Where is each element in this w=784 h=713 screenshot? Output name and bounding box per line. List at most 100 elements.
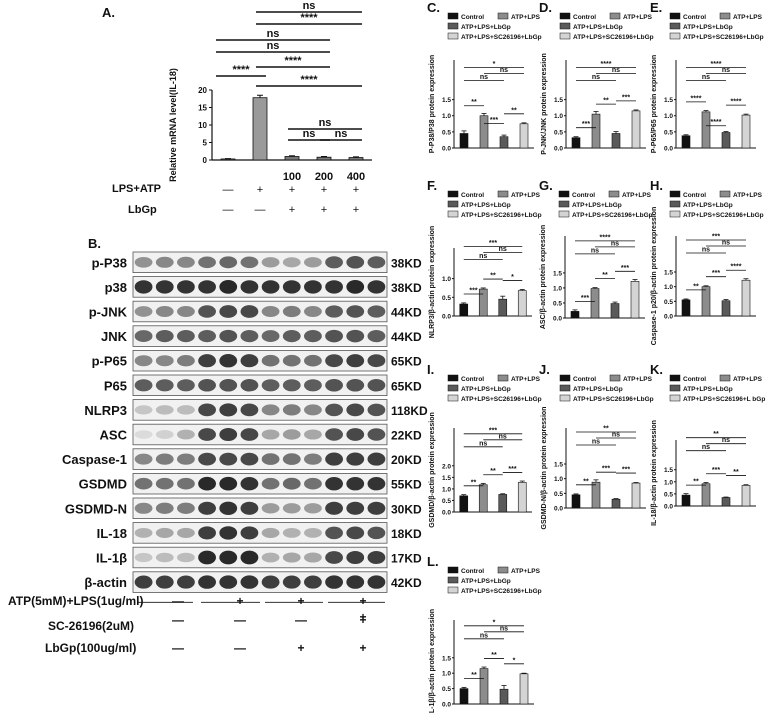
bar-I — [498, 494, 508, 513]
bar-G — [590, 288, 600, 319]
legend-label-D: ATP+LPS — [623, 14, 653, 21]
legend-swatch-G — [608, 190, 620, 198]
bar-J — [591, 481, 601, 509]
dose-label: 100 — [283, 171, 301, 183]
y-tick-label-G: 1.5 — [553, 270, 562, 277]
band — [155, 256, 174, 268]
band — [261, 330, 280, 343]
band — [134, 477, 153, 490]
protein-label: NLRP3 — [84, 403, 127, 418]
legend-swatch-K — [669, 384, 681, 392]
y-tick-label-A: 10 — [198, 121, 207, 130]
y-tick-label-H: 1.5 — [664, 270, 673, 277]
bar-D — [611, 133, 621, 149]
protein-label: p-P38 — [92, 255, 127, 270]
y-tick-label-F: 1.0 — [442, 276, 451, 283]
blot-strip — [132, 300, 388, 323]
band — [155, 379, 174, 392]
bar-I — [459, 495, 469, 513]
band — [367, 379, 386, 392]
band — [304, 528, 322, 538]
protein-label: p-JNK — [89, 305, 128, 320]
band — [240, 354, 259, 368]
legend-label-J: ATP+LPS+LbGp — [573, 386, 623, 393]
legend-label-C: ATP+LPS — [511, 14, 541, 21]
blot-strip — [132, 276, 388, 298]
legend-label-F: ATP+LPS — [511, 192, 541, 199]
y-tick-label-D: 0.0 — [554, 146, 563, 153]
legend-swatch-G — [558, 200, 570, 208]
band — [346, 256, 365, 269]
treatment-mark: + — [359, 613, 366, 627]
band — [367, 354, 386, 368]
legend-label-H: Control — [683, 192, 706, 199]
bar-C — [499, 136, 509, 149]
bar-G — [570, 311, 580, 319]
legend-swatch-H — [669, 190, 681, 198]
y-tick-label-A: 0 — [203, 156, 208, 165]
sig-label-G: *** — [581, 295, 589, 302]
band — [261, 404, 280, 416]
sig-label-J: ** — [583, 478, 589, 485]
legend-label-I: Control — [461, 376, 484, 383]
band — [346, 526, 365, 540]
band — [155, 280, 174, 294]
band — [261, 575, 280, 589]
y-label-E: P-P65/P65 protein expression — [651, 55, 658, 153]
band — [134, 430, 153, 439]
band — [155, 453, 174, 465]
band — [261, 306, 280, 317]
legend-swatch-F — [447, 190, 459, 198]
band — [325, 329, 343, 343]
legend-label-D: Control — [573, 14, 596, 21]
band — [177, 256, 195, 268]
sig-label-G: ns — [611, 240, 619, 247]
sig-label-A: ns — [319, 117, 332, 129]
band — [155, 477, 174, 490]
y-tick-label-C: 0.0 — [442, 146, 451, 153]
size-label: 22KD — [391, 429, 422, 443]
sig-label-F: * — [511, 274, 514, 281]
panel-letter-F: F. — [427, 178, 437, 193]
legend-swatch-L — [447, 586, 459, 594]
band — [325, 551, 343, 564]
band — [198, 403, 216, 417]
protein-label: GSDMD — [79, 477, 127, 492]
band — [325, 428, 343, 441]
treatment-mark: — — [172, 613, 184, 627]
panel-letter-J: J. — [539, 362, 550, 377]
band — [282, 575, 301, 589]
sig-label-G: *** — [621, 265, 629, 272]
band — [325, 354, 343, 368]
band — [198, 575, 216, 589]
sig-label-H: **** — [731, 264, 742, 271]
sig-label-E: ns — [702, 74, 710, 81]
band — [198, 550, 216, 565]
legend-label-C: ATP+LPS+LbGp — [461, 24, 511, 31]
legend-label-J: ATP+LPS — [623, 376, 653, 383]
sig-label-G: **** — [600, 234, 611, 241]
size-label: 38KD — [391, 256, 422, 270]
band — [177, 552, 195, 563]
y-label-K: IL-18/β-actin protein expression — [651, 420, 658, 526]
legend-swatch-F — [447, 210, 459, 218]
bar-F — [517, 290, 527, 317]
y-label-F: NLRP3/β-actin protein expression — [429, 226, 436, 338]
band — [304, 306, 322, 317]
panel-letter-G: G. — [539, 178, 553, 193]
band — [198, 526, 216, 540]
legend-swatch-J — [559, 374, 571, 382]
band — [346, 403, 365, 417]
bar-A — [252, 97, 268, 161]
band — [240, 452, 259, 466]
y-tick-label-L: 0.5 — [442, 686, 451, 693]
band — [367, 305, 386, 318]
treatment-mark: — — [234, 613, 246, 627]
lps-atp-mark: + — [353, 184, 359, 196]
size-label: 38KD — [391, 281, 422, 295]
y-tick-label-J: 1.5 — [554, 462, 563, 469]
